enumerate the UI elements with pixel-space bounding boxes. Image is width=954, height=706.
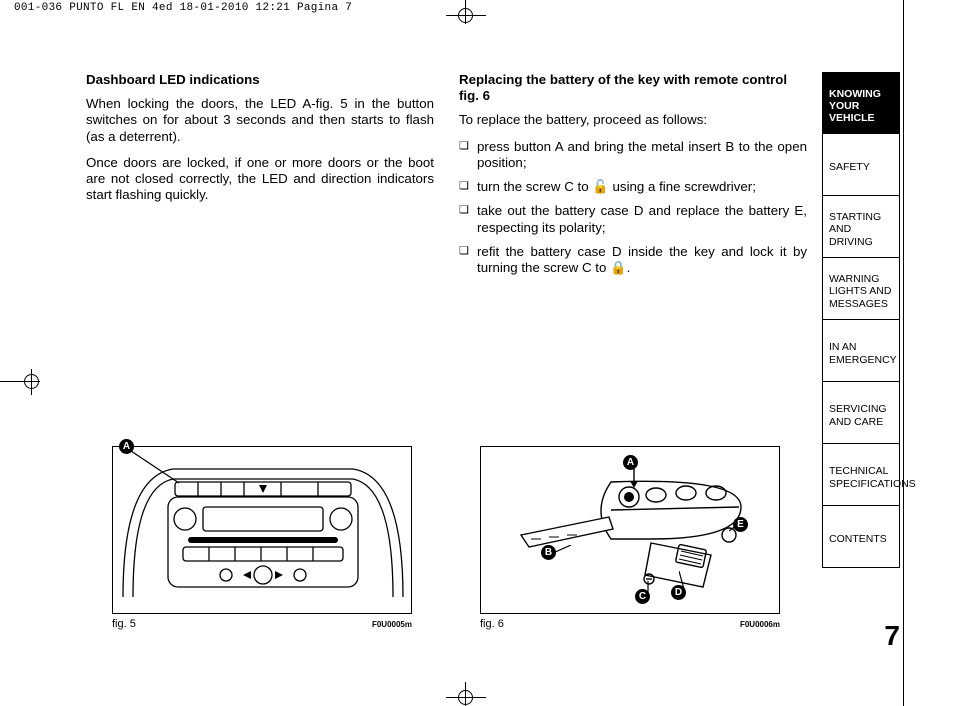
registration-mark-top [446,0,486,24]
section-tabs: KNOWING YOUR VEHICLE SAFETY STARTING AND… [822,72,900,568]
tab-warning-lights[interactable]: WARNING LIGHTS AND MESSAGES [822,258,900,320]
replace-step-3: take out the battery case D and replace … [459,203,807,235]
para-replace-intro: To replace the battery, proceed as follo… [459,112,807,128]
figure-5-code: F0U0005m [372,620,412,629]
tab-label: WARNING LIGHTS AND MESSAGES [829,273,894,309]
tab-emergency[interactable]: IN AN EMERGENCY [822,320,900,382]
replace-step-1: press button A and bring the metal inser… [459,139,807,171]
callout-leader [127,447,187,487]
column-left: Dashboard LED indications When locking t… [86,72,434,214]
callout-leader-d [679,571,689,589]
figure-6-frame: A B C D E [480,446,780,614]
callout-leader-e [729,525,743,533]
tab-label: IN AN EMERGENCY [829,341,897,365]
heading-dashboard-led: Dashboard LED indications [86,72,434,88]
column-right: Replacing the battery of the key with re… [459,72,807,284]
manual-page: 001-036 PUNTO FL EN 4ed 18-01-2010 12:21… [0,0,954,706]
registration-mark-left [0,362,40,402]
replace-step-4: refit the battery case D inside the key … [459,244,807,276]
tab-contents[interactable]: CONTENTS [822,506,900,568]
figure-6-caption-row: fig. 6 F0U0006m [480,618,780,630]
callout-leader-c [643,581,653,593]
figure-6-caption: fig. 6 [480,618,504,630]
tab-label: SERVICING AND CARE [829,403,894,427]
print-crop-header: 001-036 PUNTO FL EN 4ed 18-01-2010 12:21… [14,2,352,14]
callout-a: A [623,455,638,470]
figure-5: A fig. 5 F0U0005m [112,446,412,630]
page-number: 7 [824,620,900,652]
callout-arrow-a [629,469,639,489]
figure-5-caption: fig. 5 [112,618,136,630]
heading-replace-battery: Replacing the battery of the key with re… [459,72,807,104]
tab-label: SAFETY [829,161,870,173]
tab-safety[interactable]: SAFETY [822,134,900,196]
callout-leader-b [553,545,593,555]
registration-mark-bottom [446,682,486,706]
tab-label: STARTING AND DRIVING [829,211,894,247]
tab-starting-driving[interactable]: STARTING AND DRIVING [822,196,900,258]
trim-line-right [903,0,904,706]
tab-knowing-vehicle[interactable]: KNOWING YOUR VEHICLE [822,72,900,134]
para-led-2: Once doors are locked, if one or more do… [86,155,434,204]
tab-technical-specs[interactable]: TECHNICAL SPECIFICATIONS [822,444,900,506]
replace-steps-list: press button A and bring the metal inser… [459,139,807,277]
tab-label: CONTENTS [829,533,887,545]
tab-servicing-care[interactable]: SERVICING AND CARE [822,382,900,444]
figure-6-code: F0U0006m [740,620,780,629]
tab-label: KNOWING YOUR VEHICLE [829,88,894,124]
tab-label: TECHNICAL SPECIFICATIONS [829,465,916,489]
figure-6: A B C D E fig. 6 F0U0006m [480,446,780,630]
figure-5-frame: A [112,446,412,614]
para-led-1: When locking the doors, the LED A-fig. 5… [86,96,434,145]
replace-step-2: turn the screw C to 🔓 using a fine screw… [459,179,807,195]
figure-5-caption-row: fig. 5 F0U0005m [112,618,412,630]
